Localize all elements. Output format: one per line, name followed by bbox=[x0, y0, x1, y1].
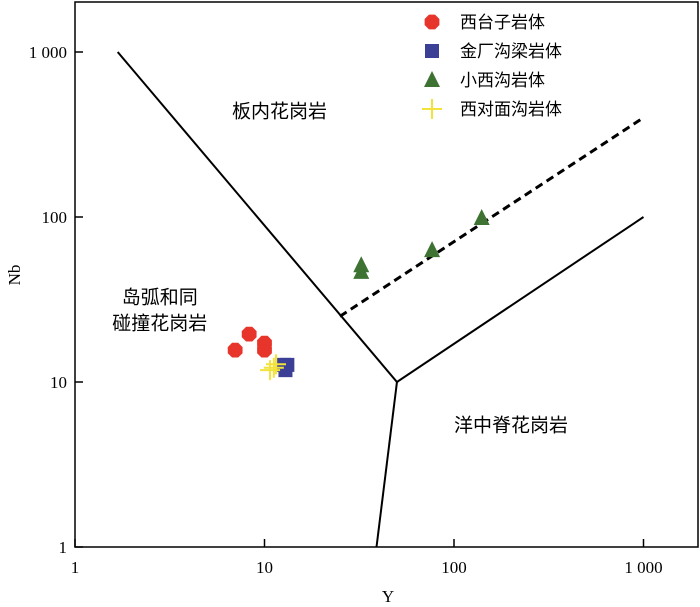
series-2 bbox=[353, 209, 490, 279]
data-point bbox=[257, 342, 272, 358]
plot-frame bbox=[74, 1, 699, 548]
x-tick-label: 1 000 bbox=[624, 558, 662, 577]
y-tick-label: 100 bbox=[42, 208, 68, 227]
region-label: 洋中脊花岗岩 bbox=[454, 415, 568, 437]
boundary-line bbox=[116, 51, 398, 383]
legend-marker bbox=[424, 14, 440, 30]
legend-marker bbox=[425, 44, 439, 58]
region-label: 板内花岗岩 bbox=[232, 101, 327, 123]
y-tick-label: 1 bbox=[59, 538, 68, 557]
region-label-line: 岛弧和同 bbox=[122, 286, 198, 308]
series-0 bbox=[227, 326, 272, 358]
legend-marker bbox=[424, 71, 440, 87]
boundary-line bbox=[396, 216, 645, 383]
region-label-line: 洋中脊花岗岩 bbox=[454, 415, 568, 437]
region-label: 岛弧和同碰撞花岗岩 bbox=[112, 286, 207, 334]
legend-label: 金厂沟梁岩体 bbox=[460, 42, 562, 62]
x-tick-label: 10 bbox=[256, 558, 273, 577]
legend-label: 西台子岩体 bbox=[460, 13, 545, 33]
x-tick-label: 100 bbox=[441, 558, 467, 577]
data-point bbox=[473, 209, 490, 226]
region-label-line: 碰撞花岗岩 bbox=[112, 312, 207, 334]
boundary-line bbox=[339, 116, 645, 318]
y-tick-label: 1 000 bbox=[29, 43, 67, 62]
data-point bbox=[424, 241, 441, 258]
x-axis-label: Y bbox=[382, 587, 394, 606]
data-point bbox=[353, 262, 370, 279]
data-point bbox=[278, 363, 293, 378]
series-3 bbox=[260, 354, 287, 381]
y-tick-label: 10 bbox=[50, 373, 67, 392]
boundary-line bbox=[375, 381, 398, 548]
data-point bbox=[241, 326, 257, 342]
y-axis-label: Nb bbox=[5, 265, 24, 286]
legend-label: 西对面沟岩体 bbox=[460, 100, 562, 120]
data-point bbox=[227, 342, 243, 358]
legend-label: 小西沟岩体 bbox=[460, 71, 545, 91]
region-label-line: 板内花岗岩 bbox=[232, 101, 327, 123]
x-tick-label: 1 bbox=[71, 558, 80, 577]
